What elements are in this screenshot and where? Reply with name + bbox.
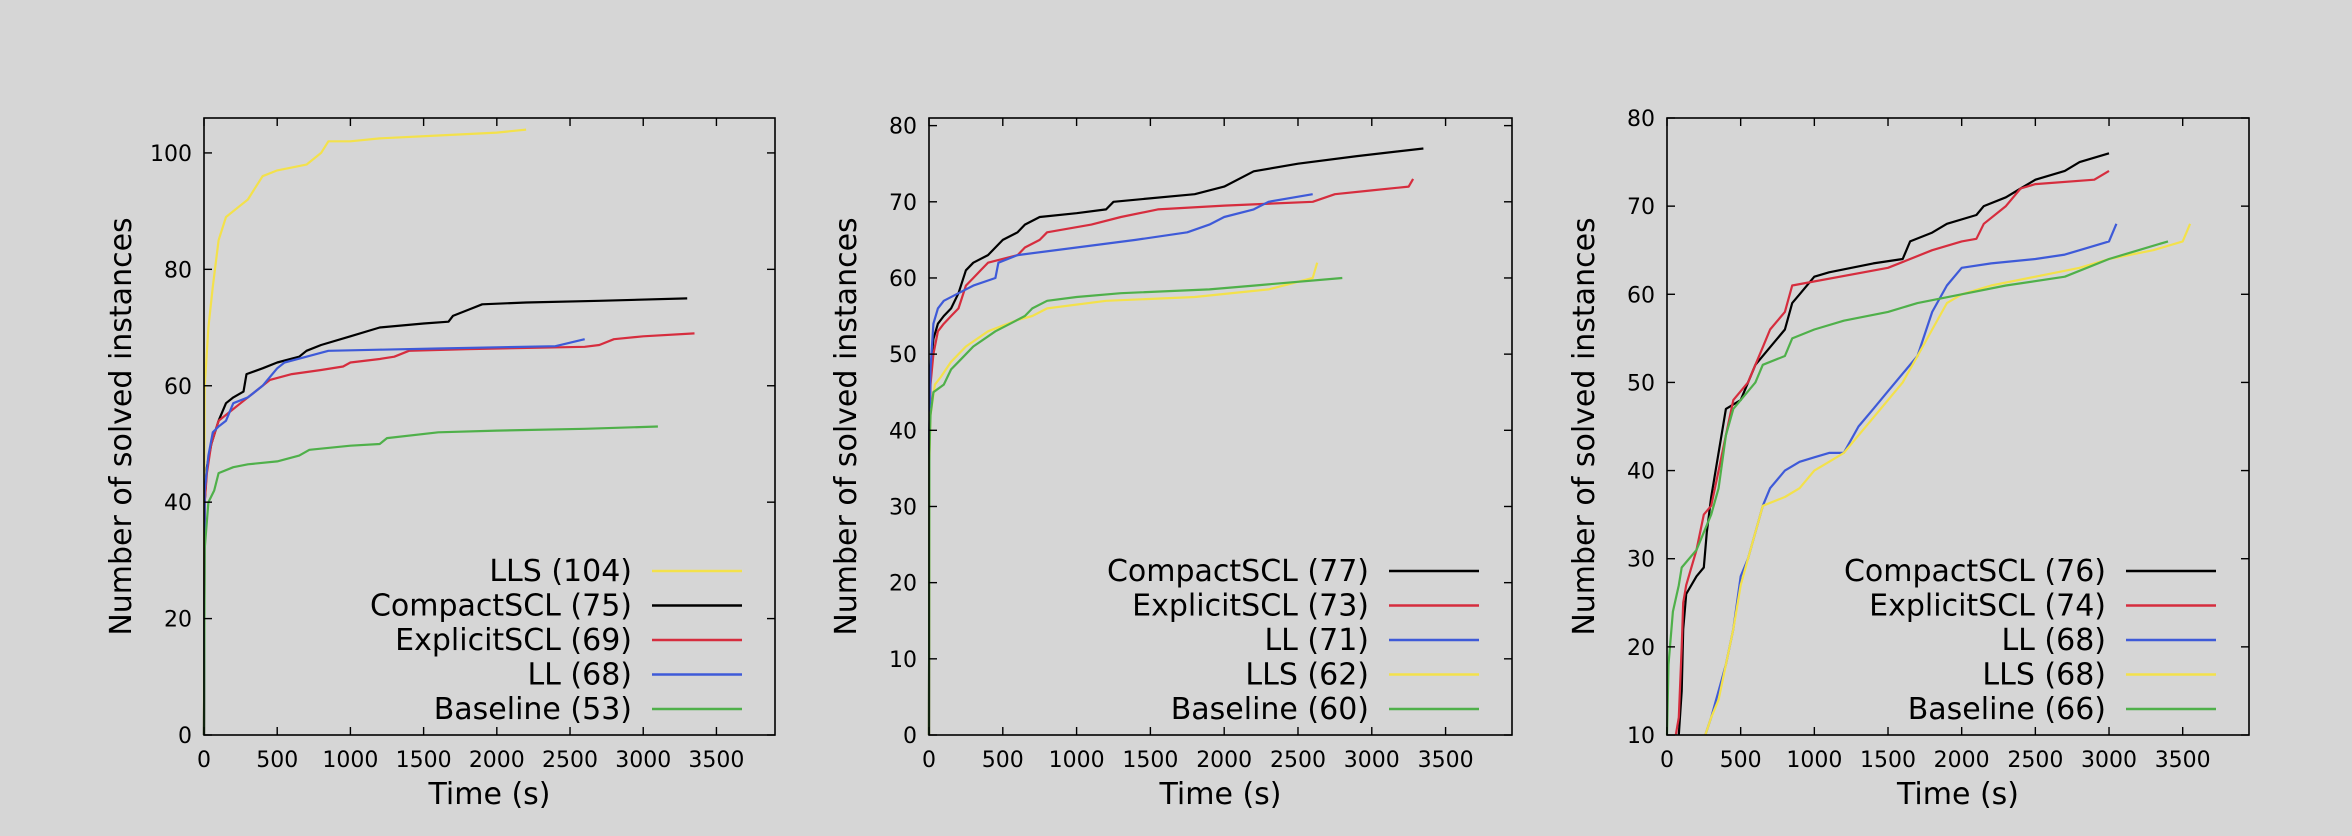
- x-tick-label: 1500: [396, 748, 452, 773]
- x-tick-label: 500: [1720, 748, 1762, 773]
- series-line-2: [1674, 169, 2110, 736]
- chart-panel-1: 0 500 1000 1500 2000 2500 3000 3500 0 20 40 60 80 100…: [104, 117, 776, 812]
- y-tick-label: 60: [889, 267, 917, 292]
- series-line-1: [927, 147, 1424, 736]
- series-line-1: [202, 128, 527, 736]
- y-axis-label: Number of solved instances: [1567, 217, 1602, 635]
- y-tick-label: 40: [164, 491, 192, 516]
- legend-label: ExplicitSCL (73): [1132, 589, 1369, 624]
- x-tick-label: 2500: [2007, 748, 2063, 773]
- x-tick-label: 1500: [1122, 748, 1178, 773]
- y-axis-label: Number of solved instances: [104, 217, 139, 635]
- x-tick-label: 3500: [2155, 748, 2211, 773]
- legend-label: Baseline (66): [1908, 692, 2106, 727]
- legend-label: ExplicitSCL (74): [1869, 589, 2106, 624]
- y-tick-label: 30: [1627, 548, 1655, 573]
- x-tick-label: 2500: [542, 748, 598, 773]
- x-axis-label: Time (s): [1159, 777, 1282, 812]
- legend-label: LLS (62): [1245, 658, 1369, 693]
- series-line-5: [927, 276, 1343, 736]
- y-tick-label: 30: [889, 495, 917, 520]
- x-axis-label: Time (s): [1896, 777, 2019, 812]
- x-axis-label: Time (s): [428, 777, 551, 812]
- legend-label: LLS (104): [489, 554, 632, 589]
- x-tick-label: 0: [922, 748, 936, 773]
- y-tick-label: 10: [1627, 724, 1655, 749]
- y-tick-label: 20: [164, 608, 192, 633]
- x-tick-label: 2000: [469, 748, 525, 773]
- x-tick-label: 500: [982, 748, 1024, 773]
- y-tick-label: 80: [1627, 107, 1655, 132]
- x-tick-label: 3000: [615, 748, 671, 773]
- plot-frame: [1666, 117, 2250, 736]
- chart-panel-3: 0 500 1000 1500 2000 2500 3000 3500 10 20 30 40 50 60…: [1567, 107, 2250, 812]
- y-tick-label: 60: [164, 375, 192, 400]
- x-tick-label: 1000: [1049, 748, 1105, 773]
- y-tick-label: 80: [889, 115, 917, 140]
- legend-label: Baseline (53): [434, 692, 632, 727]
- legend-label: LL (68): [2001, 623, 2106, 658]
- y-tick-label: 50: [889, 343, 917, 368]
- y-tick-label: 70: [1627, 195, 1655, 220]
- plot-frame: [203, 117, 776, 736]
- series-line-4: [202, 338, 585, 736]
- y-tick-label: 40: [889, 419, 917, 444]
- y-tick-label: 50: [1627, 371, 1655, 396]
- series-line-3: [927, 193, 1313, 736]
- y-tick-label: 40: [1627, 460, 1655, 485]
- y-axis-label: Number of solved instances: [829, 217, 864, 635]
- x-tick-label: 3500: [688, 748, 744, 773]
- legend-label: CompactSCL (76): [1844, 554, 2106, 589]
- x-tick-label: 0: [1660, 748, 1674, 773]
- chart-panel-2: 0 500 1000 1500 2000 2500 3000 3500 0 10 20 30 40 50 6…: [829, 115, 1513, 812]
- x-tick-label: 2000: [1196, 748, 1252, 773]
- legend-label: LL (71): [1264, 623, 1369, 658]
- x-tick-label: 1000: [322, 748, 378, 773]
- x-tick-label: 3000: [1344, 748, 1400, 773]
- x-tick-label: 3500: [1418, 748, 1474, 773]
- y-tick-label: 60: [1627, 283, 1655, 308]
- x-tick-label: 3000: [2081, 748, 2137, 773]
- series-line-5: [202, 425, 658, 736]
- y-tick-label: 20: [1627, 636, 1655, 661]
- y-tick-label: 70: [889, 191, 917, 216]
- legend-label: ExplicitSCL (69): [395, 623, 632, 658]
- y-tick-label: 0: [178, 724, 192, 749]
- y-tick-label: 100: [150, 142, 192, 167]
- x-tick-label: 500: [256, 748, 298, 773]
- y-tick-label: 80: [164, 258, 192, 283]
- series-line-3: [202, 332, 695, 736]
- series-line-4: [1704, 223, 2192, 736]
- legend-label: CompactSCL (75): [370, 589, 632, 624]
- x-tick-label: 2500: [1270, 748, 1326, 773]
- legend-label: CompactSCL (77): [1107, 554, 1369, 589]
- legend-label: LL (68): [527, 658, 632, 693]
- legend-label: LLS (68): [1982, 658, 2106, 693]
- series-line-1: [1677, 152, 2110, 736]
- y-tick-label: 10: [889, 648, 917, 673]
- y-tick-label: 0: [903, 724, 917, 749]
- legend-label: Baseline (60): [1171, 692, 1369, 727]
- x-tick-label: 1000: [1786, 748, 1842, 773]
- x-tick-label: 1500: [1860, 748, 1916, 773]
- x-tick-label: 2000: [1934, 748, 1990, 773]
- x-tick-label: 0: [197, 748, 211, 773]
- y-tick-label: 20: [889, 572, 917, 597]
- series-line-5: [1665, 240, 2169, 736]
- plot-frame: [928, 117, 1513, 736]
